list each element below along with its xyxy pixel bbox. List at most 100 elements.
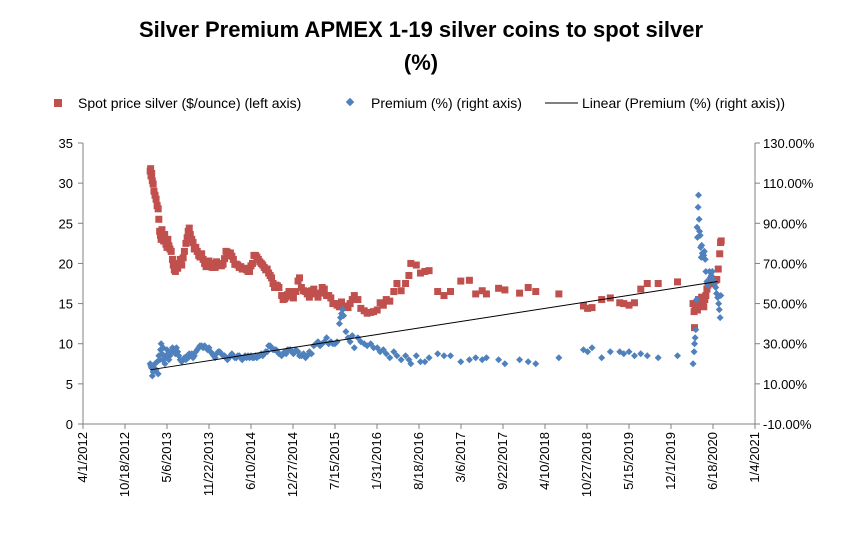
spot-point	[344, 304, 352, 312]
premium-point	[402, 352, 410, 360]
spot-point	[390, 288, 398, 296]
spot-point	[495, 284, 503, 292]
spot-point	[268, 274, 276, 282]
premium-point	[393, 352, 401, 360]
premium-point	[350, 344, 358, 352]
x-tick-label: 10/27/2018	[579, 432, 594, 497]
spot-point	[524, 284, 532, 292]
spot-point	[174, 264, 182, 272]
spot-point	[716, 250, 724, 258]
spot-point	[425, 267, 433, 275]
premium-point	[717, 292, 725, 300]
spot-point	[397, 287, 405, 295]
premium-point	[495, 356, 503, 364]
premium-point	[370, 344, 378, 352]
spot-point	[643, 280, 651, 287]
premium-point	[700, 247, 708, 255]
premium-point	[340, 312, 348, 320]
y-right-tick-label: 50.00%	[763, 297, 808, 312]
premium-point	[694, 203, 702, 211]
spot-point	[465, 276, 473, 284]
spot-point	[501, 286, 509, 294]
x-tick-label: 4/10/2018	[537, 432, 552, 490]
spot-point	[532, 288, 540, 296]
spot-point	[393, 280, 401, 287]
y-right-tick-label: 110.00%	[763, 176, 814, 191]
premium-point	[161, 360, 169, 368]
trendline	[150, 280, 718, 371]
spot-point	[219, 260, 227, 268]
premium-point	[692, 326, 700, 334]
spot-point	[263, 265, 271, 273]
spot-point	[180, 247, 188, 255]
spot-point	[320, 285, 328, 293]
spot-point	[154, 205, 162, 213]
premium-point	[716, 314, 724, 322]
premium-point	[696, 231, 704, 239]
premium-point	[708, 267, 716, 275]
spot-point	[161, 231, 169, 239]
premium-point	[715, 300, 723, 308]
premium-point	[335, 320, 343, 328]
premium-point	[342, 328, 350, 336]
spot-point	[192, 243, 200, 251]
premium-point	[693, 296, 701, 304]
premium-point	[425, 354, 433, 362]
spot-point	[316, 289, 324, 297]
x-tick-label: 12/1/2019	[663, 432, 678, 490]
spot-point	[700, 303, 708, 311]
spot-point	[335, 303, 343, 311]
spot-point	[350, 292, 358, 300]
spot-point	[178, 261, 186, 269]
spot-point	[246, 267, 254, 275]
spot-point	[305, 293, 313, 301]
premium-point	[532, 360, 540, 368]
spot-point	[314, 293, 322, 301]
premium-point	[434, 350, 442, 358]
premium-point	[584, 348, 592, 356]
premium-point	[637, 350, 645, 358]
premium-point	[695, 191, 703, 199]
spot-point	[182, 239, 190, 247]
premium-point	[695, 215, 703, 223]
premium-point	[524, 358, 532, 366]
y-right-tick-label: 90.00%	[763, 216, 808, 231]
legend-swatch-premium	[345, 97, 355, 107]
premium-point	[472, 354, 480, 362]
premium-point	[348, 332, 356, 340]
premium-point	[440, 352, 448, 360]
spot-point	[674, 278, 682, 286]
spot-point	[555, 290, 563, 298]
premium-point	[447, 352, 454, 360]
spot-point	[346, 300, 354, 308]
spot-point	[405, 271, 413, 279]
y-left-tick-label: 10	[59, 337, 73, 352]
spot-point	[310, 285, 318, 293]
spot-point	[229, 255, 237, 263]
spot-point	[382, 296, 390, 304]
spot-point	[654, 280, 662, 287]
spot-point	[416, 269, 424, 277]
tick-labels: 0 5 10 15 20 25 30 35 -10.00% 10.00% 30.00% 50.00% 7…	[59, 136, 815, 497]
premium-point	[421, 358, 429, 366]
premium-point	[598, 354, 606, 362]
spot-point	[152, 195, 160, 203]
premium-point	[630, 352, 638, 360]
premium-point	[643, 352, 651, 360]
spot-point	[211, 263, 219, 271]
spot-point	[714, 265, 722, 273]
y-right-tick-label: -10.00%	[763, 417, 812, 432]
x-tick-label: 9/22/2017	[495, 432, 510, 490]
spot-point	[440, 292, 448, 300]
chart-title-line1: Silver Premium APMEX 1-19 silver coins t…	[139, 17, 704, 42]
spot-point	[717, 237, 725, 245]
spot-point	[373, 306, 381, 314]
spot-point	[363, 309, 371, 317]
premium-point	[701, 255, 709, 263]
premium-point	[691, 334, 699, 342]
spot-point	[584, 304, 592, 312]
y-right-tick-label: 70.00%	[763, 256, 808, 271]
premium-point	[390, 348, 398, 356]
spot-point	[155, 215, 163, 223]
